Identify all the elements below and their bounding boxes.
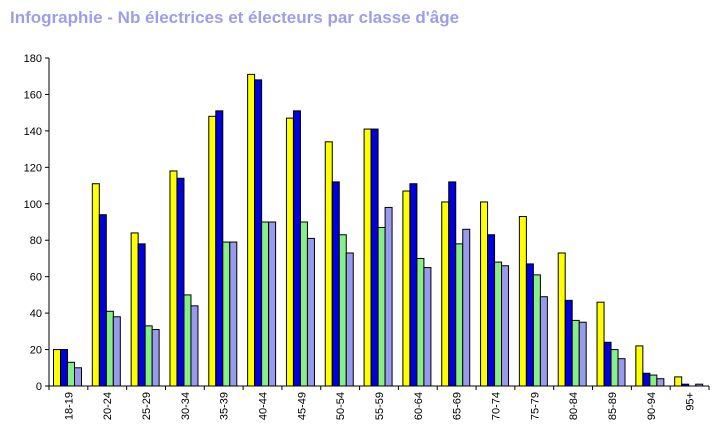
bar-85-89-series-4 (617, 358, 626, 387)
bar-50-54-series-1 (324, 141, 333, 387)
y-tick-label: 40 (30, 308, 42, 320)
y-tick-label: 80 (30, 235, 42, 247)
axes-layer: 0 20 40 60 80 100 120 140 160 180 18-19 20-24 25-29 3… (24, 53, 710, 420)
bar-60-64-series-3 (416, 257, 425, 387)
bar-35-39-series-1 (208, 115, 217, 387)
bar-18-19-series-3 (67, 361, 75, 387)
x-tick-label: 18-19 (63, 392, 75, 420)
bar-25-29-series-4 (151, 329, 160, 387)
x-tick-label: 70-74 (490, 392, 502, 420)
bar-70-74-series-1 (480, 201, 489, 387)
y-tick-label: 60 (30, 272, 42, 284)
x-tick-label: 85-89 (607, 392, 619, 420)
bar-40-44-series-3 (261, 221, 270, 387)
x-tick-label: 95+ (685, 392, 697, 411)
bar-70-74-series-3 (494, 261, 503, 387)
bar-65-69-series-2 (448, 181, 457, 387)
y-tick-label: 180 (24, 53, 42, 65)
x-tick-label: 55-59 (374, 392, 386, 420)
bar-60-64-series-1 (402, 190, 411, 387)
bar-30-34-series-1 (169, 170, 178, 387)
bar-40-44-series-4 (268, 221, 277, 387)
bar-85-89-series-2 (603, 341, 612, 387)
bar-80-84-series-1 (557, 252, 566, 387)
x-tick-label: 40-44 (258, 392, 270, 420)
bar-35-39-series-3 (222, 241, 231, 387)
chart-title: Infographie - Nb électrices et électeurs… (10, 8, 460, 27)
bar-90-94-series-3 (649, 374, 658, 387)
bar-25-29-series-2 (137, 243, 146, 387)
bar-50-54-series-3 (338, 234, 347, 387)
bar-65-69-series-1 (441, 201, 450, 387)
bar-30-34-series-4 (190, 305, 199, 387)
bar-30-34-series-2 (176, 177, 185, 387)
y-tick-label: 20 (30, 345, 42, 357)
bar-55-59-series-4 (384, 206, 393, 387)
bar-30-34-series-3 (183, 294, 192, 387)
bar-25-29-series-3 (144, 325, 153, 387)
bar-75-79-series-1 (518, 216, 527, 387)
y-tick-label: 140 (24, 126, 42, 138)
bar-80-84-series-2 (564, 299, 573, 387)
bar-55-59-series-1 (363, 128, 372, 387)
bar-18-19-series-1 (53, 349, 61, 387)
bar-85-89-series-3 (610, 349, 619, 387)
x-tick-label: 75-79 (529, 392, 541, 420)
bar-50-54-series-2 (331, 181, 340, 387)
y-tick-label: 120 (24, 162, 42, 174)
bar-20-24-series-3 (105, 310, 114, 387)
x-tick-label: 45-49 (296, 392, 308, 420)
bar-45-49-series-3 (299, 221, 308, 387)
bar-45-49-series-4 (306, 237, 315, 387)
bar-50-54-series-4 (345, 252, 354, 387)
bar-40-44-series-1 (247, 73, 256, 387)
x-tick-label: 30-34 (180, 392, 192, 420)
x-tick-label: 80-84 (568, 392, 580, 420)
bar-60-64-series-2 (409, 183, 418, 387)
bars-layer (53, 73, 704, 387)
bar-20-24-series-2 (98, 214, 107, 387)
x-tick-label: 60-64 (413, 392, 425, 420)
bar-70-74-series-4 (501, 265, 510, 387)
x-tick-label: 65-69 (452, 392, 464, 420)
bar-55-59-series-2 (370, 128, 379, 387)
bar-90-94-series-1 (635, 345, 644, 387)
y-tick-label: 160 (24, 89, 42, 101)
y-tick-label: 100 (24, 199, 42, 211)
bar-18-19-series-4 (74, 367, 82, 387)
bar-75-79-series-3 (532, 274, 541, 387)
bar-90-94-series-2 (642, 372, 651, 387)
x-tick-label: 90-94 (646, 392, 658, 420)
bar-90-94-series-4 (656, 378, 665, 387)
bar-85-89-series-1 (596, 301, 605, 387)
bar-40-44-series-2 (254, 79, 263, 387)
bar-20-24-series-4 (112, 316, 121, 387)
bar-35-39-series-2 (215, 110, 224, 387)
bar-55-59-series-3 (377, 226, 386, 387)
x-tick-label: 25-29 (141, 392, 153, 420)
bar-80-84-series-3 (571, 319, 580, 387)
bar-75-79-series-2 (525, 263, 534, 387)
y-tick-label: 0 (36, 381, 42, 393)
x-tick-label: 50-54 (335, 392, 347, 420)
bar-20-24-series-1 (91, 183, 100, 387)
bar-65-69-series-3 (455, 243, 464, 387)
bar-25-29-series-1 (130, 232, 139, 387)
x-tick-label: 20-24 (102, 392, 114, 420)
bar-60-64-series-4 (423, 267, 432, 387)
x-tick-label: 35-39 (219, 392, 231, 420)
bar-18-19-series-2 (60, 349, 68, 387)
bar-95+-series-1 (674, 376, 683, 387)
bar-45-49-series-1 (285, 117, 294, 387)
bar-45-49-series-2 (292, 110, 301, 387)
bar-75-79-series-4 (539, 296, 548, 387)
bar-70-74-series-2 (487, 234, 496, 387)
bar-65-69-series-4 (462, 228, 471, 387)
bar-35-39-series-4 (229, 241, 238, 387)
bar-80-84-series-4 (578, 321, 587, 387)
